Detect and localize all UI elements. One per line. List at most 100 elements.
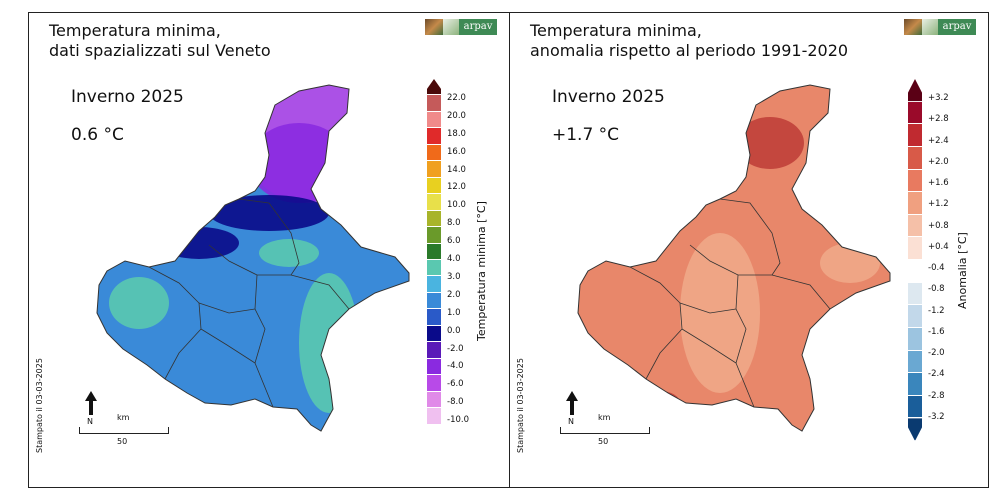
colorbar-tick-label: 0.0 bbox=[447, 325, 461, 336]
colorbar-segment bbox=[908, 79, 922, 102]
region-outline bbox=[577, 84, 891, 432]
colorbar-tick-label: 6.0 bbox=[447, 236, 461, 247]
colorbar-tick-label: 8.0 bbox=[447, 218, 461, 229]
colorbar-segment bbox=[427, 194, 441, 211]
colorbar-segment bbox=[908, 192, 922, 215]
colorbar-tick-label: -10.0 bbox=[447, 415, 469, 426]
colorbar-segment bbox=[427, 375, 441, 392]
colorbar-tick-label: +3.2 bbox=[928, 93, 949, 103]
province-boundary bbox=[200, 328, 256, 364]
colorbar-tick-label: +2.0 bbox=[928, 156, 949, 167]
colorbar-segment bbox=[908, 373, 922, 396]
arpav-logo: arpav bbox=[425, 19, 497, 35]
colorbar-segment bbox=[427, 408, 441, 425]
anomaly-value: +1.7 °C bbox=[552, 125, 620, 145]
colorbar-segment bbox=[908, 260, 922, 283]
colorbar-tick-label: 18.0 bbox=[447, 128, 466, 139]
colorbar-tick-label: -2.0 bbox=[447, 343, 464, 354]
colorbar-segment bbox=[908, 101, 922, 125]
logo-image bbox=[443, 19, 459, 35]
arpav-logo: arpav bbox=[904, 19, 976, 35]
season-label: Inverno 2025 bbox=[71, 87, 184, 107]
season-label: Inverno 2025 bbox=[552, 87, 665, 107]
colorbar-tick-label: 2.0 bbox=[447, 289, 461, 300]
panel-title: Temperatura minima, anomalia rispetto al… bbox=[530, 21, 849, 60]
colorbar-tick-label: +0.8 bbox=[928, 220, 949, 231]
province-boundary bbox=[198, 302, 256, 314]
north-arrow-icon bbox=[85, 391, 97, 415]
scale-bar: km 50 bbox=[79, 413, 171, 453]
print-date: Stampato il 03-03-2025 bbox=[516, 358, 525, 453]
colorbar-segment bbox=[908, 418, 922, 441]
colorbar-segment bbox=[427, 309, 441, 326]
colorbar-segment bbox=[908, 214, 922, 238]
map-zone bbox=[299, 273, 359, 413]
colorbar-segment bbox=[908, 169, 922, 193]
north-label: N bbox=[568, 417, 574, 426]
map-zone bbox=[640, 391, 680, 415]
province-boundary bbox=[689, 198, 781, 276]
north-arrow-icon bbox=[566, 391, 578, 415]
colorbar-segment bbox=[427, 128, 441, 145]
province-boundary bbox=[679, 302, 737, 314]
province-boundary bbox=[148, 266, 202, 380]
colorbar-segment bbox=[427, 177, 441, 195]
scale-line bbox=[79, 427, 169, 434]
colorbar-segment bbox=[427, 391, 441, 409]
colorbar-tick-label: -6.0 bbox=[447, 379, 464, 390]
colorbar-tick-label: -0.8 bbox=[928, 284, 945, 295]
colorbar bbox=[427, 79, 441, 441]
colorbar-tick-label: +1.6 bbox=[928, 178, 949, 188]
colorbar-segment bbox=[427, 342, 441, 359]
map-zone bbox=[249, 123, 349, 203]
colorbar-segment bbox=[908, 395, 922, 419]
colorbar-tick-label: +1.2 bbox=[928, 199, 949, 210]
colorbar-tick-label: -2.8 bbox=[928, 390, 945, 401]
north-label: N bbox=[87, 417, 93, 426]
map-zone bbox=[680, 233, 760, 393]
colorbar-tick-label: 22.0 bbox=[447, 93, 466, 103]
colorbar-tick-label: -2.4 bbox=[928, 369, 945, 380]
colorbar-segment bbox=[427, 144, 441, 162]
colorbar-segment bbox=[427, 260, 441, 277]
colorbar-tick-label: 20.0 bbox=[447, 110, 466, 121]
north-arrow: N bbox=[81, 391, 101, 427]
colorbar-tick-label: 10.0 bbox=[447, 200, 466, 211]
colorbar-tick-label: +0.4 bbox=[928, 241, 949, 252]
province-boundary bbox=[290, 274, 350, 310]
colorbar-segment bbox=[427, 227, 441, 244]
scale-value: 50 bbox=[117, 437, 128, 446]
province-boundary bbox=[735, 274, 755, 408]
colorbar-segment bbox=[427, 243, 441, 260]
scale-line bbox=[560, 427, 650, 434]
colorbar-tick-label: 1.0 bbox=[447, 307, 461, 318]
colorbar-tick-label: -2.0 bbox=[928, 348, 945, 358]
colorbar-segment bbox=[908, 350, 922, 374]
logo-text: arpav bbox=[938, 19, 976, 35]
colorbar-segment bbox=[427, 292, 441, 310]
scale-unit: km bbox=[598, 413, 611, 422]
colorbar-tick-label: 4.0 bbox=[447, 254, 461, 265]
mean-value: 0.6 °C bbox=[71, 125, 124, 145]
logo-image bbox=[904, 19, 922, 35]
colorbar-segment bbox=[427, 210, 441, 228]
province-boundary bbox=[629, 266, 683, 380]
colorbar-tick-label: +2.4 bbox=[928, 135, 949, 146]
colorbar-label: Anomalia [°C] bbox=[956, 232, 969, 309]
colorbar-segment bbox=[908, 124, 922, 147]
scale-unit: km bbox=[117, 413, 130, 422]
scale-value: 50 bbox=[598, 437, 609, 446]
logo-image bbox=[425, 19, 443, 35]
province-boundary bbox=[208, 198, 300, 276]
colorbar-segment bbox=[908, 146, 922, 170]
logo-image bbox=[922, 19, 938, 35]
scale-bar: km 50 bbox=[560, 413, 652, 453]
colorbar-tick-label: 3.0 bbox=[447, 271, 461, 282]
colorbar-segment bbox=[427, 276, 441, 293]
panel-anomaly: Temperatura minima, anomalia rispetto al… bbox=[509, 12, 989, 488]
colorbar-segment bbox=[427, 79, 441, 96]
panel-min-temperature: Temperatura minima, dati spazializzati s… bbox=[28, 12, 510, 488]
province-boundary bbox=[681, 328, 737, 364]
colorbar-segment bbox=[427, 95, 441, 112]
logo-text: arpav bbox=[459, 19, 497, 35]
